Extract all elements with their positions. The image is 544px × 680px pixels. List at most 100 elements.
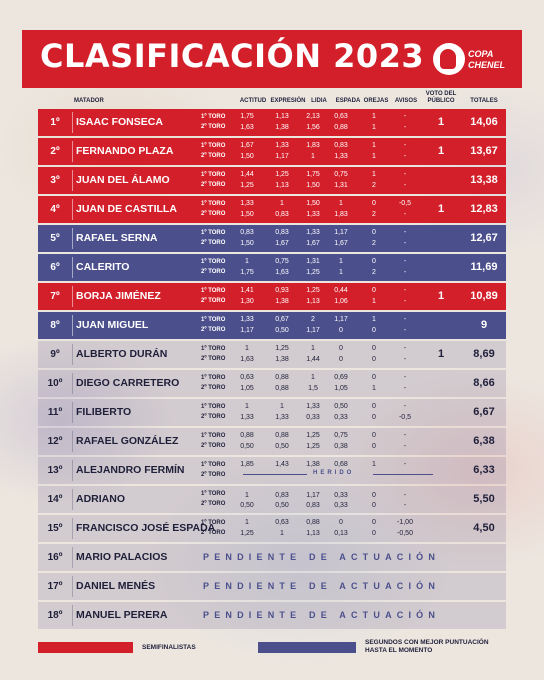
toro1-label: 1º TORO <box>201 230 226 236</box>
toro1-score: - <box>403 345 407 352</box>
toro1-score: 1,25 <box>306 432 320 439</box>
toro2-score: 0,88 <box>275 385 289 392</box>
toro2-score: 1,63 <box>240 356 254 363</box>
matador-name: FERNANDO PLAZA <box>76 145 174 157</box>
position-number: 14º <box>47 494 63 505</box>
toro1-score: -1,00 <box>397 519 413 526</box>
toro2-label: 2º TORO <box>201 472 226 478</box>
toro2-score: 0 <box>372 502 376 509</box>
toro1-label: 1º TORO <box>201 201 226 207</box>
toro1-score: 1,43 <box>275 461 289 468</box>
matador-name: JUAN DE CASTILLA <box>76 203 177 215</box>
toro1-score: 1,75 <box>306 171 320 178</box>
herido-line <box>243 474 307 475</box>
toro1-score: 1 <box>245 258 249 265</box>
toro2-score: 1,17 <box>240 327 254 334</box>
toro2-label: 2º TORO <box>201 414 226 420</box>
total-score: 4,50 <box>473 522 495 534</box>
logo-text-line2: CHENEL <box>468 60 506 70</box>
toro1-score: 0,75 <box>334 171 348 178</box>
toro1-score: 1,17 <box>334 229 348 236</box>
toro2-score: 2 <box>372 269 376 276</box>
position-number: 3º <box>50 175 60 186</box>
toro1-label: 1º TORO <box>201 288 226 294</box>
matador-name: ADRIANO <box>76 493 125 505</box>
matador-name: ISAAC FONSECA <box>76 116 163 128</box>
toro1-score: 0,33 <box>334 492 348 499</box>
toro2-score: 1,33 <box>275 414 289 421</box>
toro1-label: 1º TORO <box>201 346 226 352</box>
toro2-score: 1,50 <box>306 182 320 189</box>
toro2-label: 2º TORO <box>201 501 226 507</box>
toro1-score: 1,13 <box>275 113 289 120</box>
toro1-score: 1,75 <box>240 113 254 120</box>
toro1-score: 0 <box>339 345 343 352</box>
voto-publico: 1 <box>437 116 445 128</box>
table-row: 10º DIEGO CARRETERO 1º TORO 2º TORO 0,63 0,88… <box>38 370 506 397</box>
voto-publico: 1 <box>437 145 445 157</box>
total-score: 13,38 <box>470 174 498 186</box>
col-lidia: LIDIA <box>311 98 327 104</box>
toro1-label: 1º TORO <box>201 375 226 381</box>
toro2-score: 1,38 <box>275 298 289 305</box>
pending-status: PENDIENTE DE ACTUACIÓN <box>203 610 441 620</box>
toro1-score: 0 <box>372 432 376 439</box>
row-divider <box>72 489 73 510</box>
total-score: 9 <box>480 319 488 331</box>
toro1-label: 1º TORO <box>201 462 226 468</box>
total-score: 8,69 <box>473 348 495 360</box>
table-row: 3º JUAN DEL ÁLAMO 1º TORO 2º TORO 1,44 1,25 1,… <box>38 167 506 194</box>
position-number: 9º <box>50 349 60 360</box>
total-score: 8,66 <box>473 377 495 389</box>
toro2-score: 1 <box>372 385 376 392</box>
toro2-score: 1,13 <box>306 298 320 305</box>
toro1-score: 1,41 <box>240 287 254 294</box>
toro2-score: 1,83 <box>334 211 348 218</box>
position-number: 6º <box>50 262 60 273</box>
toro1-score: 1,44 <box>240 171 254 178</box>
toro2-score: - <box>403 356 407 363</box>
toro2-score: -0,5 <box>398 414 412 421</box>
toro2-score: 1,33 <box>334 153 348 160</box>
toro1-score: 0 <box>372 492 376 499</box>
toro2-score: 1,67 <box>334 240 348 247</box>
toro2-score: 1,50 <box>240 153 254 160</box>
table-row: 1º ISAAC FONSECA 1º TORO 2º TORO 1,75 1,13 2,1… <box>38 109 506 136</box>
total-score: 5,50 <box>473 493 495 505</box>
total-score: 12,67 <box>470 232 498 244</box>
toro2-score: - <box>403 298 407 305</box>
toro2-score: 0,50 <box>275 502 289 509</box>
col-actitud: ACTITUD <box>239 98 267 104</box>
toro1-score: 2 <box>311 316 315 323</box>
toro1-score: - <box>403 229 407 236</box>
table-row: 17º DANIEL MENÉS PENDIENTE DE ACTUACIÓN <box>38 573 506 600</box>
matador-name: CALERITO <box>76 261 130 273</box>
toro2-score: 1,75 <box>240 269 254 276</box>
toro2-label: 2º TORO <box>201 443 226 449</box>
matador-name: ALBERTO DURÁN <box>76 348 168 360</box>
matador-name: DIEGO CARRETERO <box>76 377 180 389</box>
toro2-score: 0 <box>372 443 376 450</box>
toro1-score: 0 <box>372 229 376 236</box>
matador-name: FRANCISCO JOSÉ ESPADA <box>76 522 216 534</box>
toro2-score: 2 <box>372 182 376 189</box>
toro2-score: 1 <box>339 269 343 276</box>
toro1-score: 1 <box>372 142 376 149</box>
toro2-score: 0,38 <box>334 443 348 450</box>
toro2-score: 0,33 <box>334 414 348 421</box>
table-row: 8º JUAN MIGUEL 1º TORO 2º TORO 1,33 0,67 2 1,17… <box>38 312 506 339</box>
toro1-score: - <box>403 374 407 381</box>
table-row: 2º FERNANDO PLAZA 1º TORO 2º TORO 1,67 1,33 1,… <box>38 138 506 165</box>
toro2-score: 1 <box>372 298 376 305</box>
toro2-score: 1 <box>280 530 284 537</box>
toro2-score: - <box>403 211 407 218</box>
toro2-label: 2º TORO <box>201 182 226 188</box>
toro1-score: 1 <box>280 200 284 207</box>
matador-name: MANUEL PERERA <box>76 609 168 621</box>
toro2-score: 0,50 <box>240 502 254 509</box>
legend-semifinalistas: SEMIFINALISTAS <box>142 644 196 651</box>
toro2-score: 1,17 <box>306 327 320 334</box>
row-divider <box>72 315 73 336</box>
row-divider <box>72 518 73 539</box>
logo-head-icon <box>433 43 465 75</box>
